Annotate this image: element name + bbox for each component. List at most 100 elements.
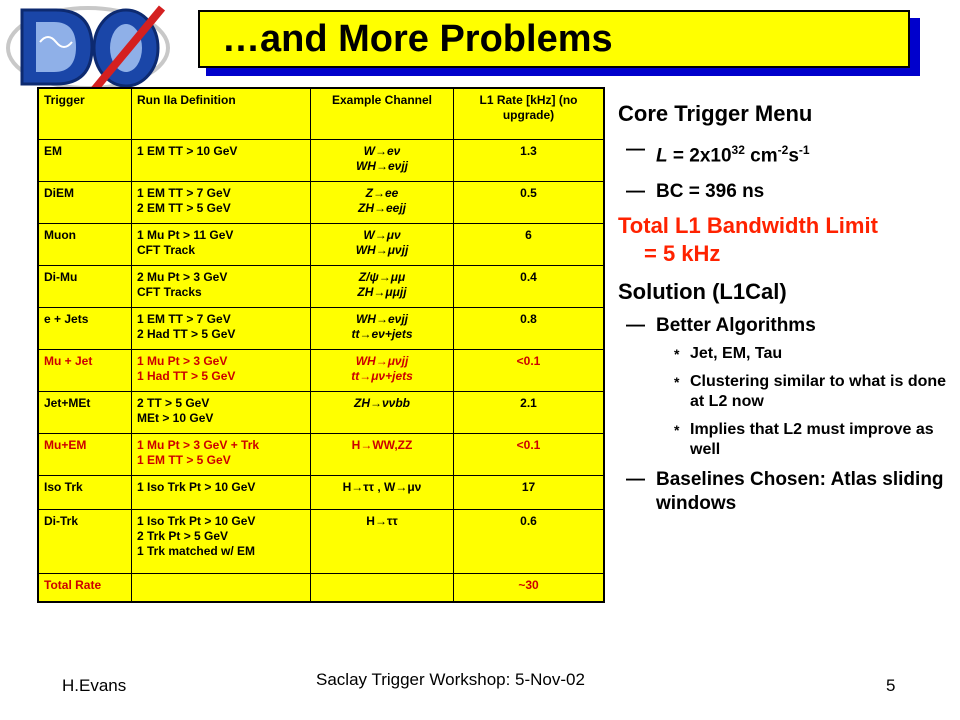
ex-line: W→eν [363, 144, 401, 158]
ex-line: H→WW,ZZ [351, 438, 413, 452]
def-line: 2 TT > 5 GeV [137, 396, 210, 410]
sub-sub-bullet-implies: * Implies that L2 must improve as well [618, 420, 948, 460]
cell-definition: 1 Iso Trk Pt > 10 GeV 2 Trk Pt > 5 GeV 1 T… [131, 509, 311, 574]
cell-trigger: Iso Trk [37, 475, 132, 510]
trigger-table: Trigger Run IIa Definition Example Chann… [37, 87, 605, 603]
footer-page-number: 5 [886, 676, 896, 695]
def-line: 2 Mu Pt > 3 GeV [137, 270, 228, 284]
cell-rate: 0.5 [453, 181, 605, 224]
cell-rate: 6 [453, 223, 605, 266]
dash-bullet-icon: — [626, 139, 645, 160]
cell-definition: 1 EM TT > 7 GeV 2 Had TT > 5 GeV [131, 307, 311, 350]
col-header-example: Example Channel [310, 87, 454, 140]
cell-rate: <0.1 [453, 433, 605, 476]
dash-bullet-icon: — [626, 469, 645, 491]
cell-rate: 17 [453, 475, 605, 510]
bullet-list: Core Trigger Menu — L = 2x1032 cm-2s-1 —… [618, 100, 948, 516]
sub-sub-bullet-jet-em-tau: * Jet, EM, Tau [618, 344, 948, 364]
cell-trigger: Di-Mu [37, 265, 132, 308]
def-line: 2 Had TT > 5 GeV [137, 327, 236, 341]
def-line: 2 Trk Pt > 5 GeV [137, 529, 229, 543]
table-row: Jet+MEt 2 TT > 5 GeV MEt > 10 GeV ZH→ννbb… [37, 391, 605, 434]
cell-rate: <0.1 [453, 349, 605, 392]
cell-definition: 1 Mu Pt > 11 GeV CFT Track [131, 223, 311, 266]
cell-example: H→ττ [310, 509, 454, 574]
cell-trigger: EM [37, 139, 132, 182]
ex-line: Z/ψ→μμ [358, 270, 406, 284]
lumi-unit: cm [744, 145, 778, 167]
logo-track-lines [39, 36, 73, 48]
cell-definition: 2 Mu Pt > 3 GeV CFT Tracks [131, 265, 311, 308]
jet-em-tau-text: Jet, EM, Tau [690, 345, 783, 363]
cell-example: H→WW,ZZ [310, 433, 454, 476]
baselines-text: Baselines Chosen: Atlas sliding windows [656, 469, 944, 515]
cell-trigger: Total Rate [37, 573, 132, 602]
def-line: 1 Mu Pt > 11 GeV [137, 228, 234, 242]
def-line: 1 Iso Trk Pt > 10 GeV [137, 514, 256, 528]
ex-line: H→ττ , W→μν [342, 480, 422, 494]
table-row: DiEM 1 EM TT > 7 GeV 2 EM TT > 5 GeV Z→ee… [37, 181, 605, 224]
lumi-value: = 2x10 [667, 145, 732, 167]
table-row: e + Jets 1 EM TT > 7 GeV 2 Had TT > 5 GeV… [37, 307, 605, 350]
col-header-definition: Run IIa Definition [131, 87, 311, 140]
bullet-core-trigger-menu: Core Trigger Menu [618, 101, 813, 126]
cell-definition: 1 EM TT > 10 GeV [131, 139, 311, 182]
def-line: 1 EM TT > 7 GeV [137, 186, 231, 200]
star-bullet-icon: * [674, 374, 680, 391]
def-line: 1 Iso Trk Pt > 10 GeV [137, 480, 256, 494]
table-row: Di-Mu 2 Mu Pt > 3 GeV CFT Tracks Z/ψ→μμ ZH… [37, 265, 605, 308]
ex-line: H→ττ [366, 514, 398, 528]
star-bullet-icon: * [674, 422, 680, 439]
dash-bullet-icon: — [626, 181, 645, 203]
def-line: CFT Tracks [137, 285, 202, 299]
lumi-unit-exponent: -2 [777, 143, 789, 157]
bc-text: BC = 396 ns [656, 181, 765, 203]
ex-line: tt→μν+jets [351, 369, 413, 383]
def-line: 1 EM TT > 10 GeV [137, 144, 238, 158]
cell-example: WH→eνjj tt→eν+jets [310, 307, 454, 350]
logo-slash [90, 5, 166, 93]
cell-example: WH→μνjj tt→μν+jets [310, 349, 454, 392]
clustering-text: Clustering similar to what is done at L2… [690, 373, 947, 411]
cell-trigger: DiEM [37, 181, 132, 224]
d0-logo [6, 5, 170, 93]
cell-trigger: Mu+EM [37, 433, 132, 476]
cell-definition: 1 Iso Trk Pt > 10 GeV [131, 475, 311, 510]
def-line: 2 EM TT > 5 GeV [137, 201, 231, 215]
cell-example: W→eν WH→eνjj [310, 139, 454, 182]
def-line: MEt > 10 GeV [137, 411, 214, 425]
ex-line: WH→μνjj [355, 354, 409, 368]
ex-line: ZH→eejj [357, 201, 406, 215]
table-row: Di-Trk 1 Iso Trk Pt > 10 GeV 2 Trk Pt > 5… [37, 509, 605, 574]
col-header-rate: L1 Rate [kHz] (no upgrade) [453, 87, 605, 140]
def-line: 1 Mu Pt > 3 GeV [137, 354, 228, 368]
table-row: Iso Trk 1 Iso Trk Pt > 10 GeV H→ττ , W→μ… [37, 475, 605, 510]
cell-rate: 0.8 [453, 307, 605, 350]
ex-line: W→μν [363, 228, 401, 242]
cell-example: W→μν WH→μνjj [310, 223, 454, 266]
cell-trigger: Di-Trk [37, 509, 132, 574]
table-row: Muon 1 Mu Pt > 11 GeV CFT Track W→μν WH→μν… [37, 223, 605, 266]
cell-trigger: Muon [37, 223, 132, 266]
cell-trigger: Mu + Jet [37, 349, 132, 392]
cell-example: H→ττ , W→μν [310, 475, 454, 510]
slide-title: …and More Problems [222, 17, 613, 60]
cell-example: Z/ψ→μμ ZH→μμjj [310, 265, 454, 308]
title-box: …and More Problems [198, 10, 910, 68]
cell-trigger: e + Jets [37, 307, 132, 350]
cell-rate: 1.3 [453, 139, 605, 182]
cell-trigger: Jet+MEt [37, 391, 132, 434]
luminosity-text: L = 2x1032 cm-2s-1 [656, 138, 810, 168]
ex-line: WH→μνjj [355, 243, 409, 257]
ex-line: Z→ee [365, 186, 399, 200]
def-line: 1 Had TT > 5 GeV [137, 369, 236, 383]
footer-author: H.Evans [62, 676, 127, 695]
cell-definition [131, 573, 311, 602]
bullet-bandwidth-line2: = 5 kHz [644, 241, 721, 267]
cell-definition: 1 Mu Pt > 3 GeV 1 Had TT > 5 GeV [131, 349, 311, 392]
cell-example: ZH→ννbb [310, 391, 454, 434]
def-line: 1 Mu Pt > 3 GeV + Trk [137, 438, 260, 452]
sub-bullet-better-algorithms: — Better Algorithms [618, 314, 948, 338]
sub-bullet-baselines: — Baselines Chosen: Atlas sliding window… [618, 468, 948, 516]
cell-rate: 0.6 [453, 509, 605, 574]
